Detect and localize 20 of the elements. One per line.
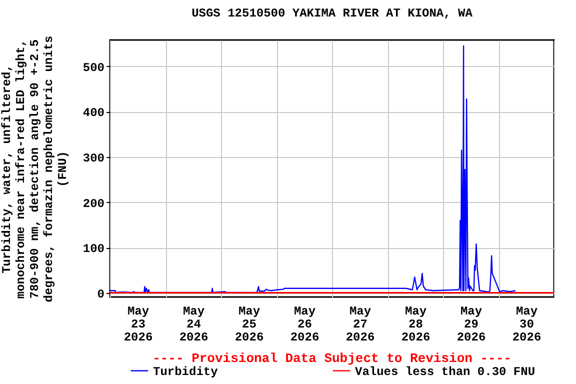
text: ---- Provisional Data Subject to Revision ---- bbox=[152, 351, 512, 366]
x-tick-label: May 28 2026 bbox=[401, 304, 430, 344]
x-tick-label: May 23 2026 bbox=[124, 304, 153, 344]
legend-label: Values less than 0.30 FNU bbox=[355, 364, 536, 379]
x-tick-label: May 25 2026 bbox=[234, 304, 264, 344]
x-tick-label: May 30 2026 bbox=[512, 304, 542, 344]
chart-title: USGS 12510500 YAKIMA RIVER AT KIONA, WA bbox=[192, 6, 474, 20]
x-tick-label: May 27 2026 bbox=[346, 304, 375, 344]
y-tick-label: 400 bbox=[82, 106, 104, 120]
line-series bbox=[110, 45, 516, 294]
y-tick-label: 200 bbox=[82, 196, 104, 211]
y-axis-title: Turbidity, water, unfiltered, monochrome near infra-red LED light, 780-900 nm, detection angle 90 +-2.5 degrees, formazin nephelometric units (FNU) bbox=[0, 36, 70, 302]
x-tick-label: May 29 2026 bbox=[456, 304, 486, 344]
y-tick-label: 100 bbox=[82, 242, 104, 256]
y-tick-label: 0 bbox=[97, 287, 104, 302]
legend-label: Turbidity bbox=[153, 364, 218, 379]
y-tick-label: 500 bbox=[82, 60, 104, 75]
x-tick-label: May 24 2026 bbox=[179, 304, 208, 344]
y-tick-label: 300 bbox=[82, 151, 104, 166]
x-tick-label: May 26 2026 bbox=[290, 304, 320, 344]
